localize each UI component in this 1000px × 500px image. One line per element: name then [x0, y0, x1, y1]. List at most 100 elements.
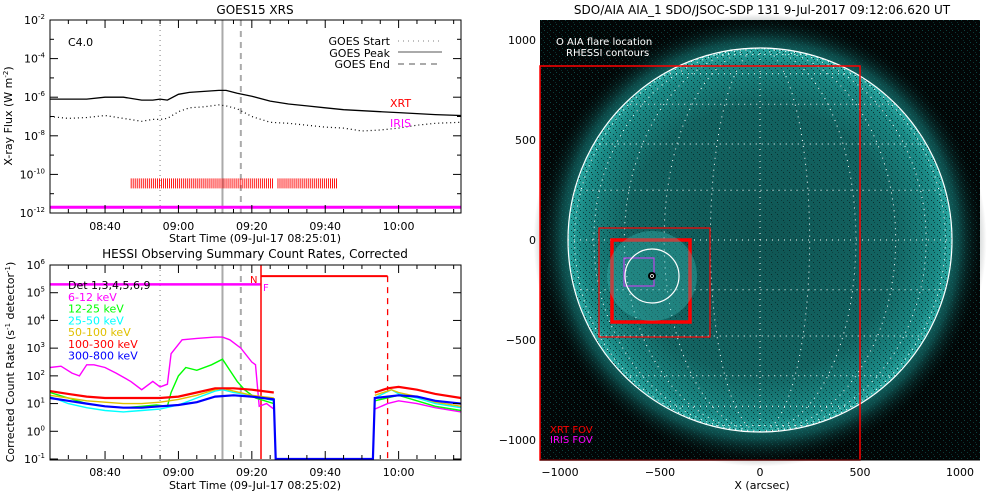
hessi-x-label: Start Time (09-Jul-17 08:25:02)	[169, 479, 341, 492]
aia-y-axis: 1000 500 0 −500 −1000	[499, 34, 536, 447]
xrt-observation-bar	[245, 178, 247, 189]
xrt-observation-bar	[215, 178, 217, 189]
xrt-observation-bar	[209, 178, 211, 189]
xrt-fov-legend: XRT FOV	[550, 425, 593, 436]
longitude-line	[623, 47, 761, 433]
aia-x-label: X (arcsec)	[734, 479, 789, 492]
xrt-observation-bar	[138, 178, 140, 189]
hessi-legend-entry: 50-100 keV	[68, 326, 131, 339]
xrt-observation-bar	[329, 178, 331, 189]
xrt-observation-bar	[225, 178, 227, 189]
goes-legend: GOES Start GOES Peak GOES End	[329, 35, 442, 71]
goes-x-label: Start Time (09-Jul-17 08:25:01)	[169, 232, 341, 245]
xrt-observation-bar	[154, 178, 156, 189]
legend-goes-start: GOES Start	[329, 35, 391, 48]
goes-x-tick-label: 08:40	[89, 220, 121, 233]
xrt-observation-bar	[281, 178, 283, 189]
aia-x-tick-label: −500	[645, 466, 675, 479]
xrt-observation-bar	[321, 178, 323, 189]
aia-title: SDO/AIA AIA_1 SDO/JSOC-SDP 131 9-Jul-201…	[574, 3, 951, 17]
hessi-marks	[49, 265, 462, 461]
xrt-observation-bar	[130, 178, 132, 189]
xrt-observation-bar	[229, 178, 231, 189]
xrt-observation-bar	[247, 178, 249, 189]
goes-y-tick-label: 10-8	[24, 129, 45, 143]
xrt-observation-bar	[317, 178, 319, 189]
xrt-observation-bar	[183, 178, 185, 189]
xrt-observation-bar	[171, 178, 172, 189]
hessi-y-tick-label: 106	[27, 258, 46, 272]
hessi-series-6-12-kev	[49, 336, 462, 413]
xrt-observation-bar	[199, 178, 201, 189]
xrt-observation-bar	[136, 178, 138, 189]
xrt-observation-bar	[177, 178, 179, 189]
xrt-observation-bar	[211, 178, 213, 189]
xrt-observation-bar	[239, 178, 241, 189]
xrt-observation-bar	[327, 178, 329, 189]
xrt-observation-bar	[237, 178, 239, 189]
xrt-observation-bar	[305, 178, 307, 189]
xrt-observation-bar	[158, 178, 160, 189]
xrt-observation-bar	[261, 178, 263, 189]
goes-marks	[49, 20, 462, 213]
aia-flare-location-legend: O AIA flare location	[556, 37, 652, 48]
hessi-x-tick-label: 08:40	[89, 466, 121, 479]
aia-x-axis: −1000 −500 0 500 1000	[541, 466, 974, 479]
longitude-line	[759, 47, 857, 433]
xrt-observation-bar	[148, 178, 150, 189]
solar-limb	[567, 47, 953, 433]
hessi-x-axis: 08:40 09:00 09:20 09:40 10:00	[49, 265, 455, 479]
xrt-observation-bar	[185, 178, 187, 189]
xrt-observation-bar	[165, 178, 166, 189]
hessi-x-tick-label: 10:00	[383, 466, 415, 479]
xrt-observation-bar	[272, 178, 273, 189]
xrt-fov-thick	[610, 238, 692, 324]
goes-y-label: X-ray Flux (W m-2)	[2, 66, 15, 165]
xrt-observation-bar	[187, 178, 189, 189]
xrt-observation-bar	[140, 178, 142, 189]
hessi-y-tick-label: 100	[27, 424, 45, 438]
xrt-observation-bar	[207, 178, 209, 189]
xrt-observation-bar	[134, 178, 136, 189]
xrt-observation-bar	[309, 178, 311, 189]
xrt-observation-bar	[297, 178, 299, 189]
goes-x-axis: 08:40 09:00 09:20 09:40 10:00	[49, 20, 455, 233]
heliographic-grid	[568, 47, 952, 433]
xrt-observation-bar	[295, 178, 297, 189]
xrt-observation-bar	[241, 178, 243, 189]
hessi-y-tick-label: 103	[27, 341, 45, 355]
aia-x-tick-label: −1000	[541, 466, 578, 479]
xrt-observation-bar	[132, 178, 134, 189]
xrt-observation-bar	[173, 178, 175, 189]
xrt-observation-bar	[152, 178, 154, 189]
hessi-panel: HESSI Observing Summary Count Rates, Cor…	[4, 247, 462, 492]
goes-y-axis: 10-2 10-4 10-6 10-8 10-10 10-12	[20, 13, 461, 220]
xrt-observation-bar	[257, 178, 259, 189]
xrt-observation-bar	[156, 178, 158, 189]
hessi-legend-entry: 6-12 keV	[68, 291, 117, 304]
xrt-observation-bar	[235, 178, 237, 189]
xrt-observation-bar	[285, 178, 287, 189]
hessi-legend-entry: 100-300 keV	[68, 338, 138, 351]
aia-x-tick-label: 0	[757, 466, 764, 479]
iris-fov-legend: IRIS FOV	[550, 435, 593, 446]
attenuator-flag-label: F	[263, 283, 269, 294]
xrt-observation-bar	[233, 178, 235, 189]
hessi-y-axis: 106 105 104 103 102 101 100 10-1	[24, 258, 461, 466]
aia-y-tick-label: −500	[506, 334, 536, 347]
xrt-observation-bar	[315, 178, 317, 189]
xrt-observation-bar	[203, 178, 205, 189]
xrt-observation-bar	[265, 178, 267, 189]
goes-x-tick-label: 09:00	[163, 220, 195, 233]
xrt-observation-bar	[263, 178, 265, 189]
xrt-observation-bar	[319, 178, 321, 189]
xrt-observation-bar	[279, 178, 281, 189]
xrt-observation-bar	[287, 178, 289, 189]
hessi-y-tick-label: 10-1	[24, 452, 45, 466]
hessi-y-tick-label: 102	[27, 369, 45, 383]
goes-short-series	[49, 104, 462, 132]
xrt-observation-bar	[289, 178, 291, 189]
xrt-observation-bar	[336, 178, 337, 189]
